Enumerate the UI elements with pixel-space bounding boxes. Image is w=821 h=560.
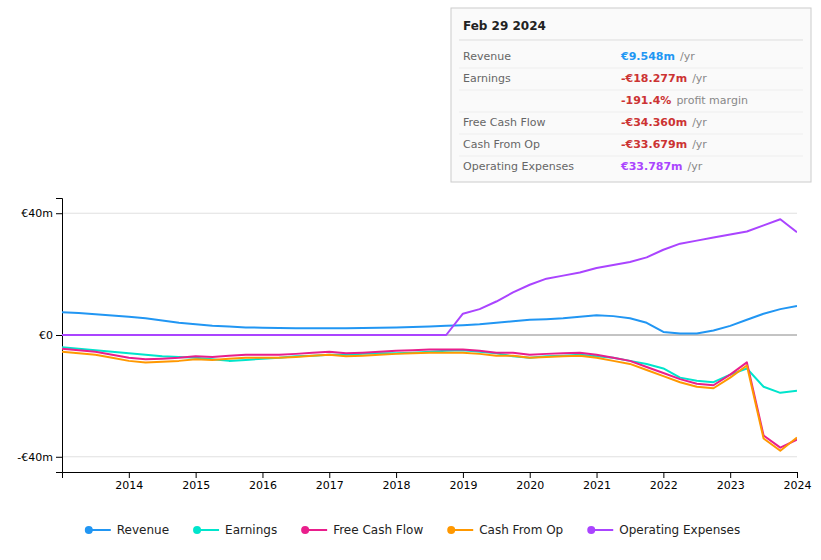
chart: Feb 29 2024 Revenue €9.548m/yr Earnings -€18… [0,0,821,560]
x-tick-label: 2015 [182,479,210,492]
legend-label: Revenue [117,523,169,537]
x-tick-label: 2023 [717,479,745,492]
lines [62,219,797,450]
y-tick: -€40m [17,451,62,464]
info-box: Feb 29 2024 Revenue €9.548m/yr Earnings -€18… [451,8,811,182]
x-tick: 2015 [182,472,210,492]
info-divider [459,90,803,91]
series-line [62,347,797,393]
x-tick-mark [797,472,798,478]
series-line [62,219,797,335]
x-tick-mark [663,472,664,478]
grid [62,213,797,457]
info-unit: /yr [692,116,707,129]
info-value: -€33.679m [621,138,687,151]
info-unit: profit margin [676,94,748,107]
x-tick: 2021 [583,472,611,492]
legend-line [307,529,327,531]
legend-item: Free Cash Flow [301,523,423,537]
info-divider [459,134,803,135]
x-axis-line [63,473,798,479]
legend-line [199,529,219,531]
legend-item: Cash From Op [447,523,563,537]
y-axis-line [56,199,63,473]
info-label: Earnings [463,72,511,85]
legend-line [453,529,473,531]
info-divider [459,156,803,157]
legend-label: Earnings [225,523,277,537]
x-tick-mark [329,472,330,478]
info-label: Revenue [463,50,511,63]
legend-item: Revenue [85,523,169,537]
info-label: Cash From Op [463,138,540,151]
legend-line [91,529,111,531]
info-divider [459,68,803,69]
y-tick-mark [56,335,62,336]
legend: Revenue Earnings Free Cash Flow Cash From O… [85,523,740,537]
info-value: -€18.277m [621,72,687,85]
y-tick: €40m [21,207,62,220]
x-tick: 2022 [650,472,678,492]
x-tick-mark [262,472,263,478]
grid-line [62,456,797,457]
info-value: €9.548m [620,50,675,63]
series-line [62,352,797,451]
legend-item: Operating Expenses [587,523,740,537]
y-tick-mark [56,213,62,214]
x-tick: 2014 [115,472,143,492]
x-tick-mark [597,472,598,478]
x-tick: 2019 [449,472,477,492]
x-tick-mark [396,472,397,478]
x-tick: 2020 [516,472,544,492]
x-tick: 2016 [249,472,277,492]
y-axis: -€40m €0 €40m [17,199,62,473]
y-tick-label: -€40m [17,451,53,464]
info-unit: /yr [680,50,695,63]
info-value: -€34.360m [621,116,687,129]
x-tick-label: 2022 [650,479,678,492]
x-tick-label: 2020 [516,479,544,492]
info-divider [459,40,803,41]
y-tick-mark [56,457,62,458]
info-unit: /yr [692,138,707,151]
info-unit: /yr [688,160,703,173]
x-tick-mark [463,472,464,478]
y-tick: €0 [39,329,62,342]
y-tick-label: €40m [21,207,53,220]
plot: 2014 2015 2016 2017 2018 2019 2020 2021 2022 2023… [17,199,811,492]
title: Feb 29 2024 [463,19,546,33]
legend-label: Cash From Op [479,523,563,537]
info-label: Operating Expenses [463,160,574,173]
x-tick-label: 2018 [383,479,411,492]
x-tick: 2024 [784,472,812,492]
x-tick-mark [530,472,531,478]
x-tick-label: 2024 [784,479,812,492]
legend-label: Operating Expenses [619,523,740,537]
grid-line [62,213,797,214]
x-tick: 2018 [383,472,411,492]
series-line [62,349,797,448]
legend-label: Free Cash Flow [333,523,423,537]
series-line [62,306,797,334]
info-value: -191.4% [621,94,671,107]
info-unit: /yr [692,72,707,85]
info-divider [459,112,803,113]
info-value: €33.787m [620,160,683,173]
x-tick-mark [129,472,130,478]
x-tick-label: 2017 [316,479,344,492]
x-tick-mark [730,472,731,478]
x-tick-label: 2014 [115,479,143,492]
x-tick-label: 2016 [249,479,277,492]
x-tick-label: 2021 [583,479,611,492]
x-axis: 2014 2015 2016 2017 2018 2019 2020 2021 2022 2023… [63,472,812,492]
x-tick: 2023 [717,472,745,492]
x-tick: 2017 [316,472,344,492]
legend-item: Earnings [193,523,277,537]
info-box-frame [451,8,811,182]
x-tick-mark [196,472,197,478]
x-tick-label: 2019 [449,479,477,492]
y-tick-label: €0 [39,329,53,342]
legend-line [593,529,613,531]
info-label: Free Cash Flow [463,116,546,129]
